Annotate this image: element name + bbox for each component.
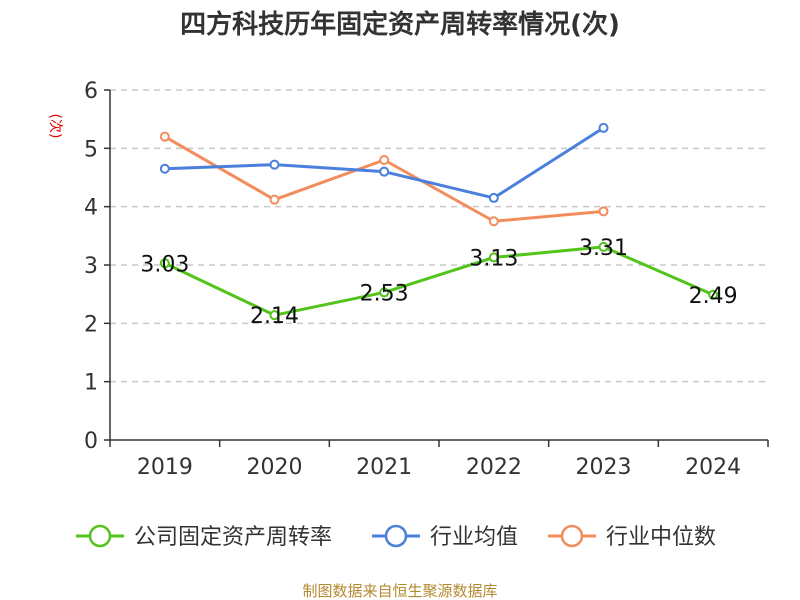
axes: 0 1 2 3 4 5 6 2019 2020 2021 2022 2023 2024 xyxy=(84,79,769,480)
data-point[interactable] xyxy=(269,310,280,321)
y-tick-label: 0 xyxy=(84,429,98,454)
legend-marker xyxy=(384,524,408,548)
series-line xyxy=(164,135,604,223)
y-tick-label: 4 xyxy=(84,196,98,221)
legend-item-0[interactable]: 公司固定资产周转率 xyxy=(76,524,332,550)
x-tick-label: 2020 xyxy=(247,455,303,480)
series-layer xyxy=(159,122,719,321)
chart-title: 四方科技历年固定资产周转率情况(次) xyxy=(180,9,620,40)
data-point[interactable] xyxy=(379,166,390,177)
legend-label: 公司固定资产周转率 xyxy=(134,525,332,550)
series-0 xyxy=(159,241,719,321)
legend-item-2[interactable]: 行业中位数 xyxy=(548,524,716,550)
series-1 xyxy=(159,122,609,203)
y-tick-label: 1 xyxy=(84,371,98,396)
data-point[interactable] xyxy=(598,122,609,133)
data-point[interactable] xyxy=(488,216,499,227)
data-point[interactable] xyxy=(379,287,390,298)
data-point[interactable] xyxy=(159,131,170,142)
x-tick-label: 2019 xyxy=(137,455,193,480)
data-label: 3.03 xyxy=(140,252,189,277)
data-point[interactable] xyxy=(159,163,170,174)
y-axis-label: (次) xyxy=(47,114,63,139)
x-tick-label: 2022 xyxy=(466,455,522,480)
data-point[interactable] xyxy=(488,252,499,263)
grid xyxy=(110,89,768,383)
legend[interactable]: 公司固定资产周转率 行业均值 行业中位数 xyxy=(76,524,716,550)
data-point[interactable] xyxy=(598,206,609,217)
data-point[interactable] xyxy=(269,159,280,170)
series-2 xyxy=(159,131,609,227)
data-point[interactable] xyxy=(379,155,390,165)
legend-marker xyxy=(560,524,584,548)
legend-item-1[interactable]: 行业均值 xyxy=(372,524,518,550)
data-labels: 3.03 2.14 2.53 3.13 3.31 2.49 xyxy=(140,236,737,329)
data-label: 2.53 xyxy=(360,281,409,306)
legend-marker xyxy=(88,524,112,548)
series-line xyxy=(164,245,714,317)
y-tick-label: 3 xyxy=(84,254,98,279)
x-tick-label: 2023 xyxy=(576,455,632,480)
source-note: 制图数据来自恒生聚源数据库 xyxy=(302,582,497,600)
data-label: 3.13 xyxy=(469,246,518,271)
x-tick-label: 2021 xyxy=(356,455,412,480)
data-label: 2.14 xyxy=(250,304,299,329)
data-point[interactable] xyxy=(159,258,170,269)
data-label: 2.49 xyxy=(689,284,738,309)
y-tick-label: 5 xyxy=(84,137,98,162)
legend-label: 行业均值 xyxy=(430,525,518,550)
data-label: 3.31 xyxy=(579,236,628,261)
y-tick-label: 2 xyxy=(84,312,98,337)
data-point[interactable] xyxy=(708,289,719,300)
x-tick-label: 2024 xyxy=(685,455,741,480)
data-point[interactable] xyxy=(598,241,609,252)
data-point[interactable] xyxy=(269,194,280,205)
legend-label: 行业中位数 xyxy=(606,525,716,550)
data-point[interactable] xyxy=(488,192,499,203)
y-tick-label: 6 xyxy=(84,79,98,104)
